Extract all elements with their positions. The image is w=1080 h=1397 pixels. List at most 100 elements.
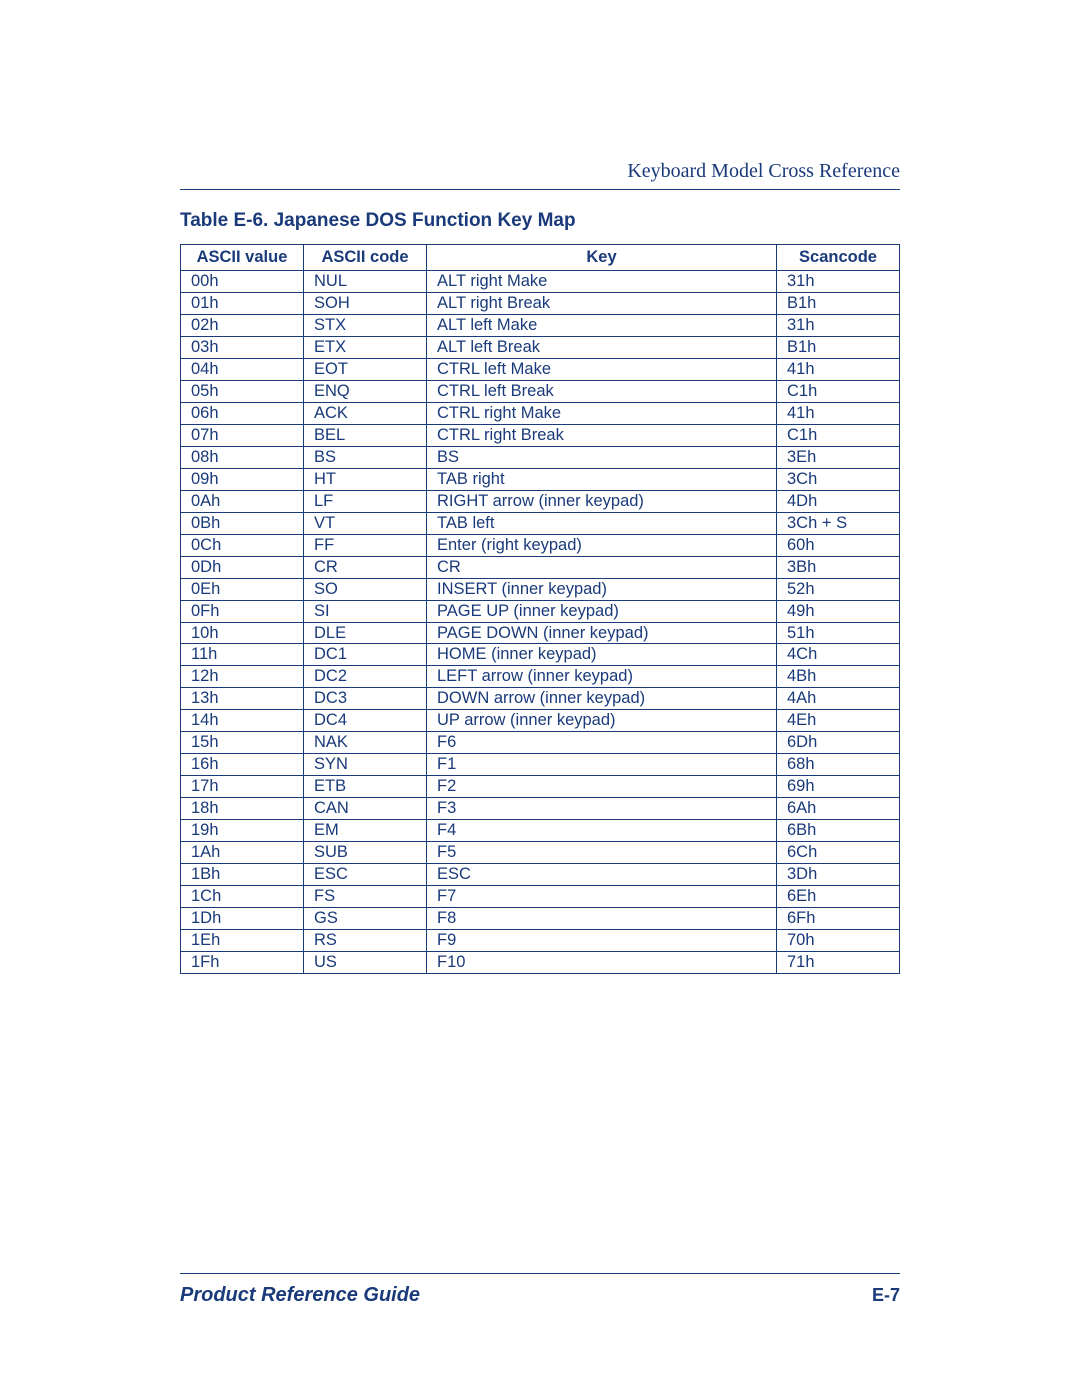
table-cell: F6 [427, 732, 777, 754]
table-cell: CTRL right Make [427, 402, 777, 424]
table-row: 1FhUSF1071h [181, 952, 900, 974]
table-cell: 17h [181, 776, 304, 798]
table-cell: 09h [181, 468, 304, 490]
table-cell: 1Dh [181, 908, 304, 930]
table-cell: GS [304, 908, 427, 930]
table-cell: RS [304, 930, 427, 952]
table-cell: BS [304, 446, 427, 468]
table-cell: 69h [777, 776, 900, 798]
table-row: 1DhGSF86Fh [181, 908, 900, 930]
table-row: 13hDC3DOWN arrow (inner keypad)4Ah [181, 688, 900, 710]
table-cell: DC1 [304, 644, 427, 666]
table-cell: ESC [427, 864, 777, 886]
table-cell: F1 [427, 754, 777, 776]
table-row: 07hBELCTRL right BreakC1h [181, 424, 900, 446]
table-cell: B1h [777, 336, 900, 358]
table-cell: C1h [777, 424, 900, 446]
key-map-table: ASCII value ASCII code Key Scancode 00hN… [180, 244, 900, 974]
table-row: 01hSOHALT right BreakB1h [181, 292, 900, 314]
table-cell: 3Bh [777, 556, 900, 578]
table-cell: 02h [181, 314, 304, 336]
footer-guide-title: Product Reference Guide [180, 1284, 420, 1307]
table-cell: HT [304, 468, 427, 490]
table-cell: CTRL left Break [427, 380, 777, 402]
table-row: 0DhCRCR3Bh [181, 556, 900, 578]
table-cell: 1Bh [181, 864, 304, 886]
table-cell: 4Bh [777, 666, 900, 688]
table-cell: EOT [304, 358, 427, 380]
table-cell: ENQ [304, 380, 427, 402]
table-cell: 3Ch [777, 468, 900, 490]
table-cell: 00h [181, 271, 304, 293]
table-row: 12hDC2LEFT arrow (inner keypad)4Bh [181, 666, 900, 688]
table-cell: TAB right [427, 468, 777, 490]
table-cell: TAB left [427, 512, 777, 534]
footer-rule [180, 1273, 900, 1274]
table-cell: 06h [181, 402, 304, 424]
table-cell: 10h [181, 622, 304, 644]
table-cell: CTRL right Break [427, 424, 777, 446]
table-cell: 0Bh [181, 512, 304, 534]
table-cell: FF [304, 534, 427, 556]
table-cell: LF [304, 490, 427, 512]
table-cell: 31h [777, 271, 900, 293]
table-row: 03hETXALT left BreakB1h [181, 336, 900, 358]
table-cell: PAGE DOWN (inner keypad) [427, 622, 777, 644]
table-cell: 05h [181, 380, 304, 402]
table-body: 00hNULALT right Make31h01hSOHALT right B… [181, 271, 900, 974]
table-cell: 68h [777, 754, 900, 776]
table-row: 0ChFFEnter (right keypad)60h [181, 534, 900, 556]
table-header-row: ASCII value ASCII code Key Scancode [181, 245, 900, 271]
table-row: 1BhESCESC3Dh [181, 864, 900, 886]
table-cell: CR [427, 556, 777, 578]
table-cell: CAN [304, 798, 427, 820]
table-cell: 1Fh [181, 952, 304, 974]
col-header-key: Key [427, 245, 777, 271]
table-cell: 1Ch [181, 886, 304, 908]
table-cell: LEFT arrow (inner keypad) [427, 666, 777, 688]
table-cell: DC4 [304, 710, 427, 732]
table-row: 08hBSBS3Eh [181, 446, 900, 468]
table-cell: US [304, 952, 427, 974]
table-cell: BS [427, 446, 777, 468]
table-cell: 08h [181, 446, 304, 468]
table-cell: F10 [427, 952, 777, 974]
table-cell: 0Ch [181, 534, 304, 556]
table-cell: DOWN arrow (inner keypad) [427, 688, 777, 710]
table-cell: 4Ch [777, 644, 900, 666]
table-cell: SUB [304, 842, 427, 864]
table-row: 16hSYNF168h [181, 754, 900, 776]
table-row: 0BhVTTAB left3Ch + S [181, 512, 900, 534]
table-cell: 13h [181, 688, 304, 710]
table-cell: SI [304, 600, 427, 622]
table-row: 15hNAKF66Dh [181, 732, 900, 754]
table-cell: 11h [181, 644, 304, 666]
table-cell: HOME (inner keypad) [427, 644, 777, 666]
table-cell: 19h [181, 820, 304, 842]
table-cell: 14h [181, 710, 304, 732]
table-row: 10hDLEPAGE DOWN (inner keypad)51h [181, 622, 900, 644]
table-cell: INSERT (inner keypad) [427, 578, 777, 600]
table-cell: 6Ah [777, 798, 900, 820]
table-cell: 04h [181, 358, 304, 380]
table-cell: DLE [304, 622, 427, 644]
table-cell: CR [304, 556, 427, 578]
table-cell: SOH [304, 292, 427, 314]
table-cell: F5 [427, 842, 777, 864]
table-cell: 31h [777, 314, 900, 336]
table-cell: 18h [181, 798, 304, 820]
table-cell: ALT right Make [427, 271, 777, 293]
table-cell: 6Dh [777, 732, 900, 754]
page-header-title: Keyboard Model Cross Reference [180, 160, 900, 183]
table-cell: 4Eh [777, 710, 900, 732]
page-footer: Product Reference Guide E-7 [180, 1273, 900, 1307]
table-cell: 1Eh [181, 930, 304, 952]
table-row: 1ChFSF76Eh [181, 886, 900, 908]
table-cell: ACK [304, 402, 427, 424]
table-cell: 1Ah [181, 842, 304, 864]
table-row: 05hENQCTRL left BreakC1h [181, 380, 900, 402]
table-cell: 41h [777, 402, 900, 424]
table-cell: NAK [304, 732, 427, 754]
table-row: 0FhSIPAGE UP (inner keypad)49h [181, 600, 900, 622]
table-cell: 15h [181, 732, 304, 754]
